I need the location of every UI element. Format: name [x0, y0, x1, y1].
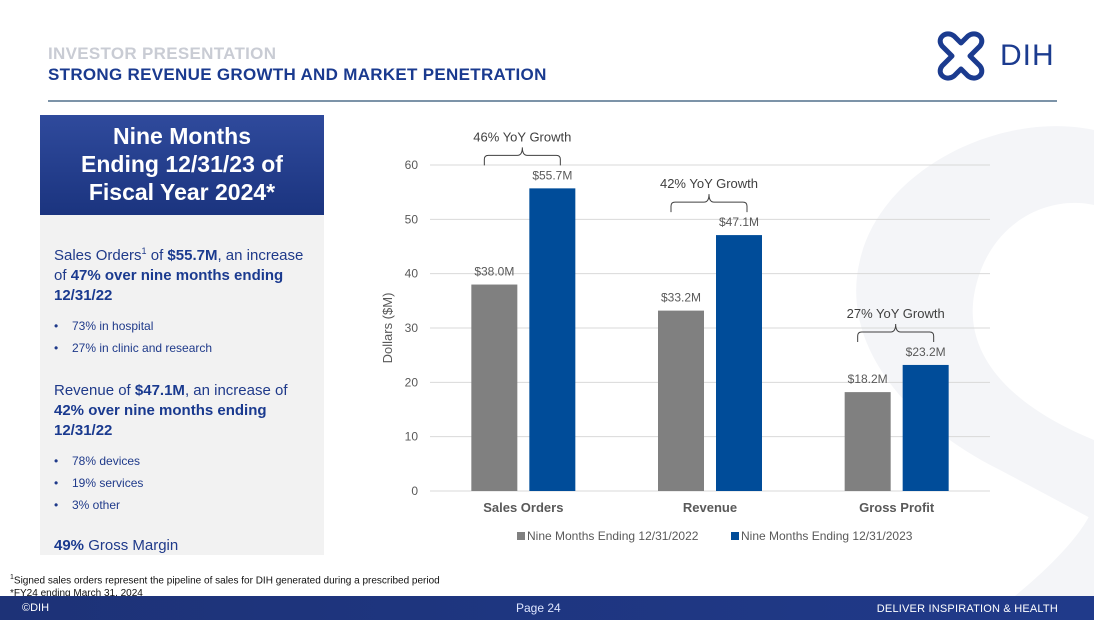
page-number: Page 24 [516, 601, 561, 615]
legend-label: Nine Months Ending 12/31/2022 [527, 529, 699, 543]
orders-of: of [146, 247, 168, 264]
header: INVESTOR PRESENTATION STRONG REVENUE GRO… [48, 44, 547, 86]
gross-margin-label: Gross Margin [84, 537, 179, 554]
bar [902, 364, 949, 491]
gross-margin-text: 49% Gross Margin [54, 536, 310, 556]
y-tick-label: 20 [405, 375, 419, 389]
list-item: 3% other [54, 494, 310, 516]
y-tick-label: 0 [411, 484, 418, 498]
list-item: 27% in clinic and research [54, 337, 310, 359]
panel-heading-line-2: Ending 12/31/23 of [81, 151, 283, 177]
orders-prefix: Sales Orders [54, 247, 142, 264]
orders-bullets: 73% in hospital 27% in clinic and resear… [54, 315, 310, 359]
revenue-growth: 42% over nine months ending 12/31/22 [54, 402, 267, 439]
data-label: $18.2M [848, 372, 888, 386]
copyright: ©DIH [22, 602, 50, 614]
summary-panel: Nine Months Ending 12/31/23 of Fiscal Ye… [40, 115, 324, 555]
revenue-bar-chart: 0 10 20 30 40 50 60 Dollars ($M) Sales Orders $38… [380, 129, 990, 543]
y-axis-title: Dollars ($M) [380, 293, 395, 364]
y-tick-label: 60 [405, 158, 419, 172]
growth-brace [670, 194, 748, 213]
footnote-1-marker: 1 [10, 574, 14, 581]
gross-margin-value: 49% [54, 537, 85, 554]
knot-logo-icon [937, 31, 985, 81]
x-tick-label: Gross Profit [859, 500, 935, 515]
orders-footnote-ref: 1 [141, 246, 147, 256]
footnotes: 1Signed sales orders represent the pipel… [10, 571, 440, 600]
growth-annotation: 42% YoY Growth [660, 176, 758, 191]
sales-orders-text: Sales Orders1 of $55.7M, an increase of … [54, 241, 310, 306]
panel-heading: Nine Months Ending 12/31/23 of Fiscal Ye… [40, 115, 324, 215]
revenue-text: Revenue of $47.1M, an increase of 42% ov… [54, 381, 310, 441]
logo-text: DIH [1000, 39, 1055, 72]
bar [844, 392, 891, 491]
panel-heading-line-1: Nine Months [113, 123, 251, 149]
supertitle: INVESTOR PRESENTATION [48, 44, 277, 63]
tagline: DELIVER INSPIRATION & HEALTH [876, 603, 1058, 615]
header-divider [48, 100, 1057, 102]
revenue-prefix: Revenue of [54, 382, 135, 399]
revenue-value: $47.1M [134, 382, 185, 399]
y-tick-label: 40 [405, 267, 419, 281]
legend-swatch [517, 532, 525, 540]
legend-label: Nine Months Ending 12/31/2023 [741, 529, 913, 543]
orders-value: $55.7M [167, 247, 218, 264]
data-label: $23.2M [906, 345, 946, 359]
footnote-2: *FY24 ending March 31, 2024 [10, 588, 143, 600]
panel-body: Sales Orders1 of $55.7M, an increase of … [40, 215, 324, 556]
x-tick-label: Sales Orders [483, 500, 563, 515]
panel-heading-line-3: Fiscal Year 2024* [88, 179, 276, 205]
growth-annotation: 46% YoY Growth [473, 129, 571, 144]
orders-growth: 47% over nine months ending 12/31/22 [54, 267, 284, 304]
y-tick-label: 30 [405, 321, 419, 335]
bar [716, 235, 762, 491]
revenue-mid: , an increase of [184, 382, 288, 399]
data-label: $38.0M [474, 265, 514, 279]
data-label: $33.2M [661, 291, 701, 305]
data-label: $47.1M [719, 215, 759, 229]
y-tick-label: 50 [405, 212, 419, 226]
footer-bar: ©DIH Page 24 DELIVER INSPIRATION & HEALT… [0, 596, 1094, 620]
legend-swatch [731, 532, 739, 540]
bar [658, 310, 704, 491]
growth-brace [483, 147, 561, 166]
y-tick-label: 10 [405, 430, 419, 444]
x-tick-label: Revenue [683, 500, 737, 515]
footnote-1: 1Signed sales orders represent the pipel… [10, 571, 440, 587]
footnote-1-text: Signed sales orders represent the pipeli… [13, 575, 440, 587]
bar [529, 188, 576, 491]
data-label: $55.7M [532, 168, 572, 182]
page-title: STRONG REVENUE GROWTH AND MARKET PENETRA… [48, 65, 547, 84]
orders-mid: , an increase of [54, 247, 304, 284]
list-item: 78% devices [54, 450, 310, 472]
growth-brace [857, 323, 935, 342]
list-item: 19% services [54, 472, 310, 494]
growth-annotation: 27% YoY Growth [847, 306, 945, 321]
bar [471, 284, 518, 491]
company-logo: DIH [932, 28, 1060, 84]
list-item: 73% in hospital [54, 315, 310, 337]
revenue-bullets: 78% devices 19% services 3% other [54, 450, 310, 516]
